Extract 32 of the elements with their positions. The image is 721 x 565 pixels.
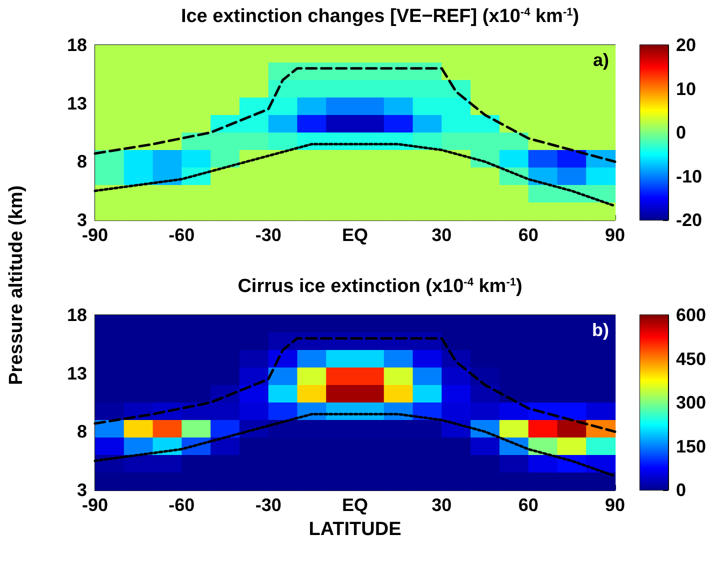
y-tick-label: 13 <box>66 363 87 384</box>
x-tick-label: EQ <box>342 225 368 245</box>
x-tick-label: -60 <box>168 495 195 515</box>
x-axis-title: LATITUDE <box>308 519 402 540</box>
color-bar-label: -10 <box>676 166 702 186</box>
color-bar-label: 10 <box>676 78 696 99</box>
x-tick-label: 60 <box>518 495 538 515</box>
x-tick-label: -30 <box>255 495 282 515</box>
y-tick-label: 18 <box>66 305 87 325</box>
x-tick-label: -30 <box>255 225 282 245</box>
color-bar-label: 0 <box>676 122 686 142</box>
x-tick-label: EQ <box>342 495 368 515</box>
annotation: a) <box>592 50 610 70</box>
color-bar-label: 150 <box>676 436 706 456</box>
x-tick-label: 30 <box>432 495 452 515</box>
x-tick-label: -60 <box>168 225 195 245</box>
annotation: b) <box>592 320 610 340</box>
color-bar-label: 300 <box>676 392 706 412</box>
color-bar-label: 600 <box>676 305 706 325</box>
x-tick-label: 60 <box>518 225 538 245</box>
x-tick-label: 90 <box>604 495 626 515</box>
color-bar-label: -20 <box>676 210 702 230</box>
color-bar-label: 0 <box>676 480 686 500</box>
y-tick-label: 13 <box>66 93 87 114</box>
y-tick-label: 8 <box>76 422 87 442</box>
y-axis-title: Pressure altitude (km) <box>6 184 28 387</box>
color-bar-label: 20 <box>676 35 696 55</box>
x-tick-label: 90 <box>604 225 626 245</box>
y-tick-label: 8 <box>76 152 87 172</box>
x-tick-label: 30 <box>432 225 452 245</box>
y-tick-label: 18 <box>66 35 87 55</box>
color-bar-label: 450 <box>676 348 706 369</box>
